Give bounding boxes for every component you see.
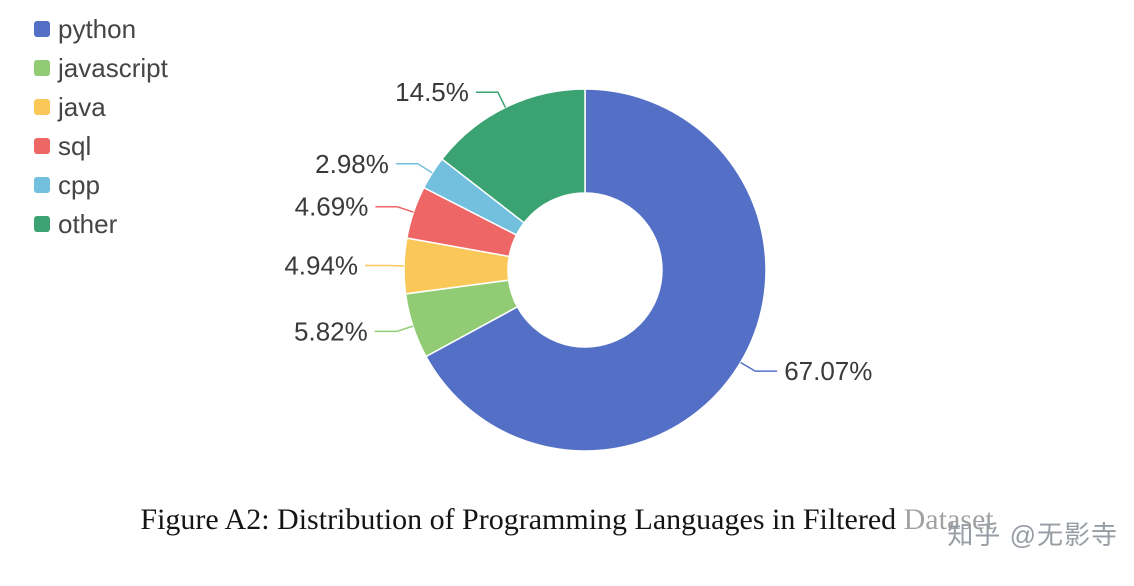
legend-item-python[interactable]: python xyxy=(34,14,168,44)
watermark: 知乎 @无影寺 xyxy=(903,496,1134,570)
legend-label: python xyxy=(58,14,137,44)
legend-swatch-java xyxy=(34,99,50,115)
legend-label: sql xyxy=(58,131,92,161)
label-line-python xyxy=(740,361,778,372)
slice-label-javascript: 5.82% xyxy=(294,316,368,346)
chart-legend: python javascript java sql cpp other xyxy=(34,14,168,239)
legend-label: cpp xyxy=(58,170,100,200)
legend-label: java xyxy=(58,92,106,122)
label-line-sql xyxy=(375,205,414,213)
pie-slice-other[interactable] xyxy=(440,88,586,224)
watermark-text: 知乎 @无影寺 xyxy=(947,519,1118,550)
label-line-cpp xyxy=(395,163,433,174)
slice-label-cpp: 2.98% xyxy=(315,149,389,179)
figure-caption: Figure A2: Distribution of Programming L… xyxy=(140,503,994,536)
pie-slice-python[interactable] xyxy=(424,88,767,452)
legend-label: other xyxy=(58,209,118,239)
slice-label-other: 14.5% xyxy=(395,77,469,107)
legend-item-cpp[interactable]: cpp xyxy=(34,170,168,200)
legend-item-other[interactable]: other xyxy=(34,209,168,239)
slice-label-sql: 4.69% xyxy=(295,192,369,222)
legend-swatch-other xyxy=(34,216,50,232)
slice-label-java: 4.94% xyxy=(284,251,358,281)
legend-swatch-cpp xyxy=(34,177,50,193)
legend-item-java[interactable]: java xyxy=(34,92,168,122)
slice-label-python: 67.07% xyxy=(784,356,872,386)
legend-swatch-javascript xyxy=(34,60,50,76)
legend-label: javascript xyxy=(58,53,168,83)
legend-swatch-sql xyxy=(34,138,50,154)
label-line-other xyxy=(475,91,507,108)
label-line-javascript xyxy=(374,325,414,333)
legend-item-javascript[interactable]: javascript xyxy=(34,53,168,83)
legend-swatch-python xyxy=(34,21,50,37)
legend-item-sql[interactable]: sql xyxy=(34,131,168,161)
